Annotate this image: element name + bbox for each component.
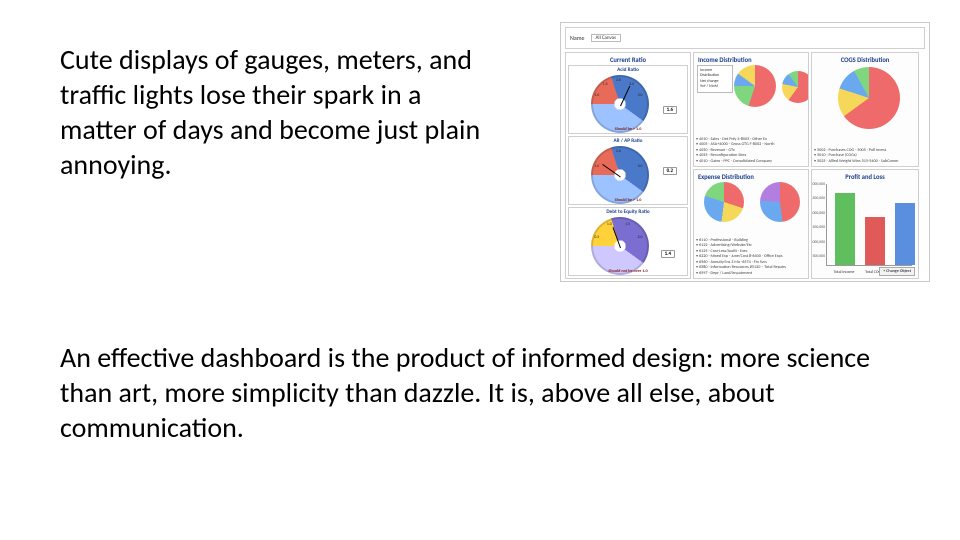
- panel-cogs: COGS Distribution 5002 · Purchases COG -…: [811, 52, 919, 167]
- gauge-tick: 1.5: [603, 82, 608, 87]
- pnl-bar-2: [865, 217, 885, 265]
- income-legend-box: Income Distribution Net change YoY / MoM: [697, 65, 733, 93]
- pnl-bar-1-label: Total Income: [830, 270, 858, 275]
- pnl-bar-1: [835, 193, 855, 265]
- gauge-acid-value: 1.6: [663, 106, 677, 114]
- dashboard-thumbnail: Name All Canvas Income Distribution Inco…: [560, 22, 930, 282]
- expense-legend: 6110 · Professional - Building 6122 · Ad…: [696, 238, 806, 276]
- panel-title-expense: Expense Distribution: [696, 172, 806, 182]
- gauge-debt: Debt to Equity Ratio 1.4 Should not be o…: [568, 207, 688, 276]
- gauge-tick: 1.0: [607, 222, 612, 227]
- gauge-tick: 1.0: [594, 164, 599, 169]
- income-pie-2: [782, 71, 809, 103]
- header-name-label: Name: [570, 34, 585, 42]
- gauge-tick: 1.0: [594, 93, 599, 98]
- gauge-acid: Acid Ratio 1.6 Should be > 1.0 1.0 1.5 2.0…: [568, 65, 688, 134]
- gauge-tick: 0.5: [594, 235, 599, 240]
- gauges-col-title: Current Ratio: [568, 55, 688, 65]
- pnl-y-tick: 1,000,000: [811, 240, 825, 245]
- panel-expense: Expense Distribution 6110 · Professional…: [693, 169, 809, 279]
- gauge-arap-caption: Should be > 1.0: [569, 198, 687, 203]
- income-legend: 4010 · Sales - Det Poly 4-8005 · Other E…: [696, 137, 806, 164]
- panel-income: Income Distribution Income Distribution …: [693, 52, 809, 167]
- gauge-arap-value: 0.2: [663, 167, 677, 175]
- gauge-tick: 2.0: [616, 149, 621, 154]
- paragraph-2: An effective dashboard is the product of…: [60, 340, 890, 445]
- gauge-tick: 2.0: [616, 78, 621, 83]
- expense-pie-1: [704, 182, 744, 222]
- gauge-debt-value: 1.4: [661, 250, 675, 258]
- pnl-bar-3: [895, 203, 915, 265]
- income-pie-1: [734, 65, 776, 107]
- cogs-legend: 5002 · Purchases COG - 5005 · Pull Inves…: [814, 148, 916, 164]
- gauge-tick: 3.0: [638, 93, 643, 98]
- dashboard-grid: Income Distribution Income Distribution …: [565, 52, 925, 280]
- gauge-debt-caption: Should not be over 1.0: [569, 269, 687, 274]
- cogs-pie: [838, 67, 900, 129]
- panel-gauges: Current Ratio Acid Ratio 1.6 Should be >…: [565, 52, 691, 279]
- pnl-y-tick: 3,000,000: [811, 182, 825, 187]
- pnl-change-object-btn: + Change Object: [879, 267, 915, 276]
- gauge-tick: 2.5: [629, 82, 634, 87]
- gauge-tick: 2.0: [638, 235, 643, 240]
- panel-title-pnl: Profit and Loss: [814, 172, 916, 182]
- pnl-y-tick: 1,500,000: [811, 225, 825, 230]
- pnl-bar-chart: 3,000,0002,500,0002,000,0001,500,0001,00…: [826, 184, 912, 266]
- pnl-y-tick: 2,000,000: [811, 211, 825, 216]
- gauge-arap-face: [591, 146, 649, 204]
- gauge-arap: AR / AP Ratio 0.2 Should be > 1.0 1.0 2.0…: [568, 136, 688, 205]
- panel-title-income: Income Distribution: [696, 55, 806, 65]
- gauge-acid-caption: Should be > 1.0: [569, 127, 687, 132]
- gauge-tick: 1.5: [625, 222, 630, 227]
- gauge-arap-title: AR / AP Ratio: [569, 137, 687, 144]
- panel-pnl: Profit and Loss 3,000,0002,500,0002,000,…: [811, 169, 919, 279]
- expense-pie-2: [760, 182, 800, 222]
- gauge-debt-title: Debt to Equity Ratio: [569, 208, 687, 215]
- gauge-tick: 3.0: [638, 164, 643, 169]
- panel-title-cogs: COGS Distribution: [814, 55, 916, 65]
- header-dropdown: All Canvas: [591, 34, 621, 42]
- pnl-y-tick: 500,000: [813, 254, 826, 259]
- dashboard-header: Name All Canvas: [565, 27, 925, 49]
- pnl-y-tick: 2,500,000: [811, 196, 825, 201]
- gauge-acid-title: Acid Ratio: [569, 66, 687, 73]
- slide: Cute displays of gauges, meters, and tra…: [0, 0, 960, 540]
- paragraph-1: Cute displays of gauges, meters, and tra…: [60, 42, 490, 182]
